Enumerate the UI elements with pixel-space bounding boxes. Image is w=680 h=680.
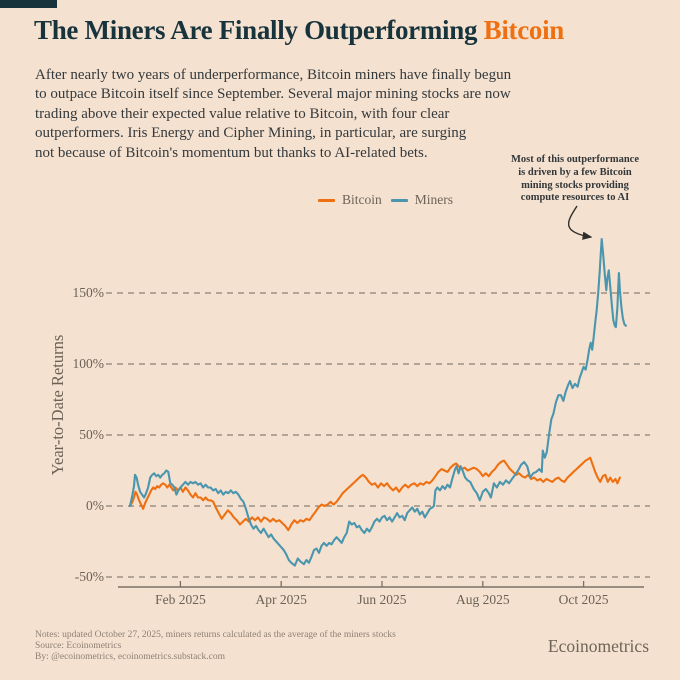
series-line-miners <box>128 237 627 567</box>
legend-label: Bitcoin <box>342 192 382 207</box>
series-line-bitcoin <box>128 456 621 532</box>
x-tick-label: Feb 2025 <box>155 592 206 607</box>
intro-line: After nearly two years of underperforman… <box>35 67 512 83</box>
y-tick-label: 50% <box>79 427 104 442</box>
annotation-line: mining stocks providing <box>521 179 629 191</box>
x-tick-label: Jun 2025 <box>357 592 407 607</box>
page-title-main: The Miners Are Finally Outperforming <box>34 15 484 45</box>
y-tick-label: 0% <box>86 498 104 513</box>
intro-line: outperformers. Iris Energy and Cipher Mi… <box>35 125 467 142</box>
page-title-accent: Bitcoin <box>483 15 565 45</box>
annotation-arrow <box>567 205 593 240</box>
chart-annotation: Most of this outperformance is driven by … <box>500 154 650 205</box>
x-tick-label: Aug 2025 <box>455 592 510 607</box>
footer-note-line: Source: Ecoinometrics <box>35 641 122 652</box>
y-tick-label: 100% <box>72 356 105 371</box>
annotation-line: compute resources to AI <box>520 192 630 204</box>
data-series <box>128 237 627 567</box>
chart-legend: Bitcoin Miners <box>318 192 453 208</box>
y-tick-label: -50% <box>74 569 104 584</box>
page-title: The Miners Are Finally Outperforming Bit… <box>34 15 664 46</box>
legend-swatch-icon <box>390 198 408 202</box>
intro-line: not because of Bitcoin's momentum but th… <box>35 144 428 161</box>
gridlines <box>106 292 650 578</box>
intro-line: to outpace Bitcoin itself since Septembe… <box>35 86 511 103</box>
legend-label: Miners <box>414 192 453 207</box>
legend-item-bitcoin: Bitcoin <box>318 192 382 208</box>
annotation-line: Most of this outperformance <box>510 154 639 165</box>
intro-line: trading above their expected value relat… <box>35 105 450 122</box>
brand-logo: Ecoinometrics <box>547 636 649 656</box>
footer-note-line: By: @ecoinometrics, ecoinometrics.substa… <box>35 652 225 663</box>
annotation-line: is driven by a few Bitcoin <box>518 166 632 178</box>
legend-item-miners: Miners <box>390 192 453 208</box>
x-tick-label: Oct 2025 <box>558 592 609 607</box>
brand-bar <box>0 0 57 8</box>
footer-notes: Notes: updated October 27, 2025, miners … <box>35 630 485 664</box>
x-tick-label: Apr 2025 <box>255 592 307 607</box>
y-tick-label: 150% <box>72 285 105 300</box>
intro-paragraph: After nearly two years of underperforman… <box>35 66 635 163</box>
legend-swatch-icon <box>318 198 335 202</box>
footer-note-line: Notes: updated October 27, 2025, miners … <box>35 630 396 640</box>
x-axis <box>118 581 644 588</box>
